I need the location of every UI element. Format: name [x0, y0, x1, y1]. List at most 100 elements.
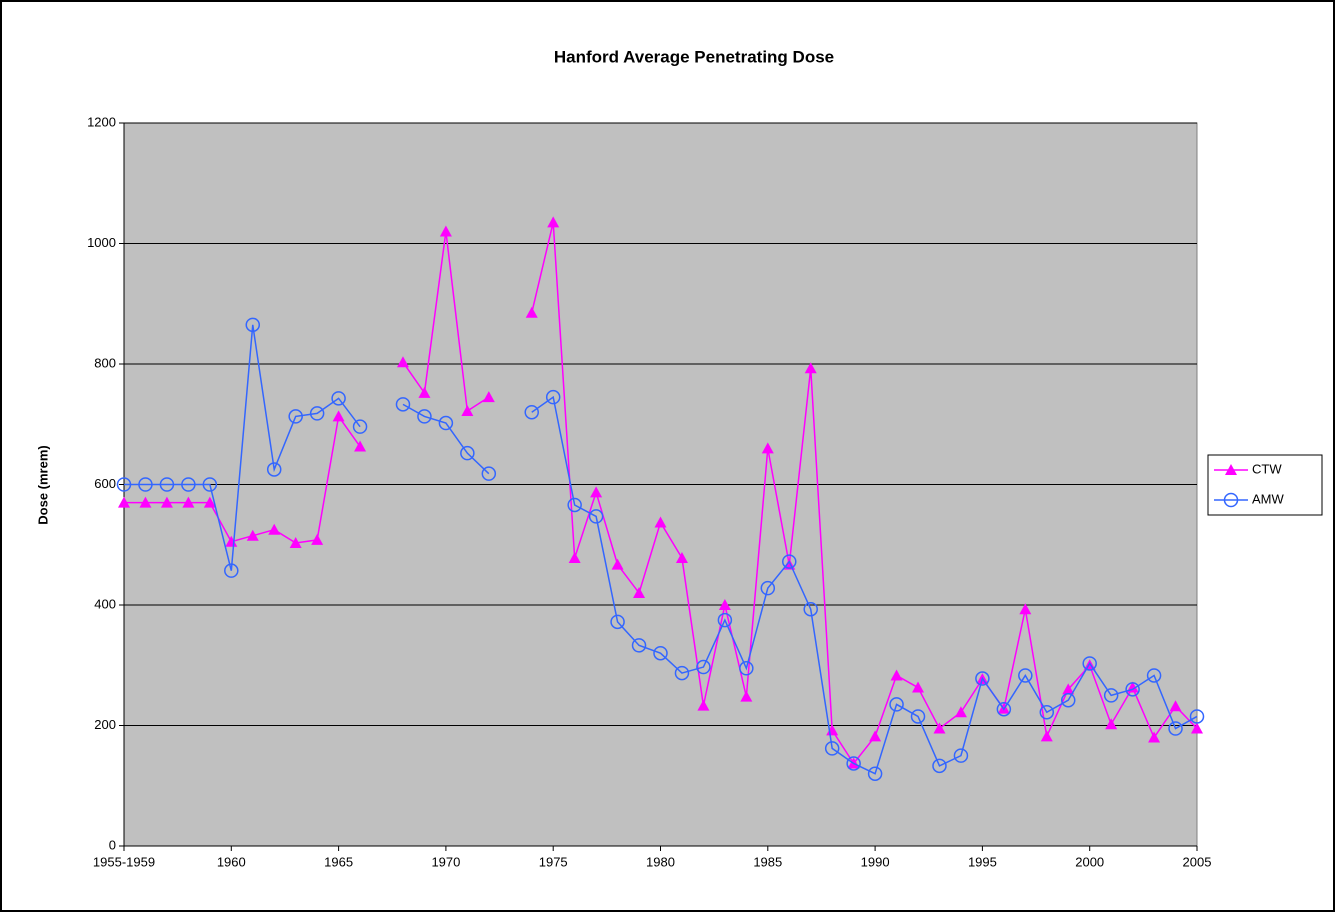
triangle-marker: [654, 516, 667, 528]
x-tick-label: 1975: [539, 854, 568, 869]
circle-marker: [975, 671, 990, 686]
triangle-marker: [354, 440, 367, 452]
circle-marker: [610, 614, 625, 630]
circle-marker: [588, 509, 604, 524]
triangle-marker: [482, 391, 495, 403]
triangle-marker: [869, 730, 882, 742]
triangle-marker: [525, 306, 538, 318]
circle-marker: [224, 563, 239, 578]
triangle-marker: [1019, 603, 1032, 615]
circle-marker: [782, 554, 797, 569]
y-tick-label: 1000: [87, 235, 116, 250]
triangle-marker: [461, 404, 474, 416]
triangle-marker: [761, 442, 774, 454]
legend-label: CTW: [1252, 461, 1282, 476]
series: [116, 317, 1205, 781]
triangle-marker: [912, 681, 925, 693]
y-tick-label: 0: [109, 837, 116, 852]
triangle-marker: [182, 496, 195, 508]
y-tick-label: 600: [94, 476, 116, 491]
circle-marker: [674, 665, 690, 681]
circle-marker: [460, 445, 475, 461]
y-tick-label: 1200: [87, 114, 116, 129]
chart-title: Hanford Average Penetrating Dose: [554, 47, 834, 66]
circle-marker: [1018, 668, 1033, 683]
x-tick-label: 1990: [861, 854, 890, 869]
circle-marker: [567, 497, 582, 513]
x-tick-label: 2005: [1183, 854, 1212, 869]
triangle-marker: [718, 599, 731, 610]
circle-marker: [352, 419, 368, 434]
triangle-marker: [697, 699, 710, 711]
circle-marker: [953, 748, 969, 763]
circle-marker: [116, 477, 132, 492]
circle-marker: [1223, 492, 1239, 508]
triangle-marker: [933, 722, 946, 734]
triangle-marker: [1062, 683, 1075, 695]
triangle-marker: [590, 486, 603, 498]
circle-marker: [1125, 682, 1140, 697]
x-tick-label: 1995: [968, 854, 997, 869]
circle-marker: [1082, 656, 1097, 671]
circle-marker: [717, 612, 733, 628]
circle-marker: [846, 756, 861, 771]
circle-marker: [266, 462, 282, 477]
circle-marker: [159, 477, 175, 492]
circle-marker: [867, 766, 883, 781]
circle-marker: [996, 701, 1012, 717]
circle-marker: [739, 661, 754, 676]
circle-marker: [438, 415, 454, 431]
series-line: [124, 414, 361, 544]
x-tick-label: 1965: [324, 854, 353, 869]
triangle-marker: [954, 706, 967, 718]
x-tick-label: 2000: [1075, 854, 1104, 869]
circle-marker: [481, 466, 497, 481]
circle-marker: [696, 659, 711, 675]
circle-marker: [760, 580, 776, 596]
circle-marker: [331, 391, 346, 406]
triangle-marker: [332, 410, 345, 422]
circle-marker: [545, 389, 561, 405]
circle-marker: [1060, 692, 1076, 708]
circle-marker: [395, 397, 411, 412]
triangle-marker: [890, 669, 903, 681]
triangle-marker: [1225, 464, 1237, 475]
circle-marker: [889, 697, 904, 712]
triangle-marker: [439, 225, 452, 237]
y-tick-label: 400: [94, 596, 116, 611]
legend-label: AMW: [1252, 491, 1285, 506]
circle-marker: [653, 645, 668, 661]
triangle-marker: [246, 529, 259, 541]
circle-marker: [309, 406, 325, 421]
y-axis-label: Dose (mrem): [35, 445, 50, 524]
series-line: [402, 403, 490, 475]
triangle-marker: [547, 216, 560, 228]
x-tick-label: 1970: [431, 854, 460, 869]
triangle-marker: [396, 356, 409, 368]
triangle-marker: [118, 496, 130, 508]
y-tick-label: 200: [94, 717, 116, 732]
y-tick-label: 800: [94, 355, 116, 370]
circle-marker: [824, 741, 840, 756]
triangle-marker: [418, 386, 431, 398]
triangle-marker: [1105, 718, 1118, 730]
series-line: [124, 324, 361, 571]
circle-marker: [288, 409, 303, 424]
x-tick-label: 1955-1959: [93, 854, 155, 869]
triangle-marker: [1040, 730, 1053, 742]
circle-marker: [1168, 721, 1183, 736]
triangle-marker: [1191, 722, 1203, 734]
triangle-marker: [289, 536, 302, 548]
triangle-marker: [675, 552, 688, 564]
triangle-marker: [311, 533, 324, 545]
x-tick-label: 1960: [217, 854, 246, 869]
triangle-marker: [740, 690, 753, 702]
circle-marker: [631, 638, 647, 653]
triangle-marker: [804, 362, 817, 374]
triangle-marker: [160, 496, 173, 508]
circle-marker: [803, 601, 818, 617]
circle-marker: [1146, 668, 1162, 683]
triangle-marker: [611, 558, 624, 570]
circle-marker: [910, 709, 926, 724]
